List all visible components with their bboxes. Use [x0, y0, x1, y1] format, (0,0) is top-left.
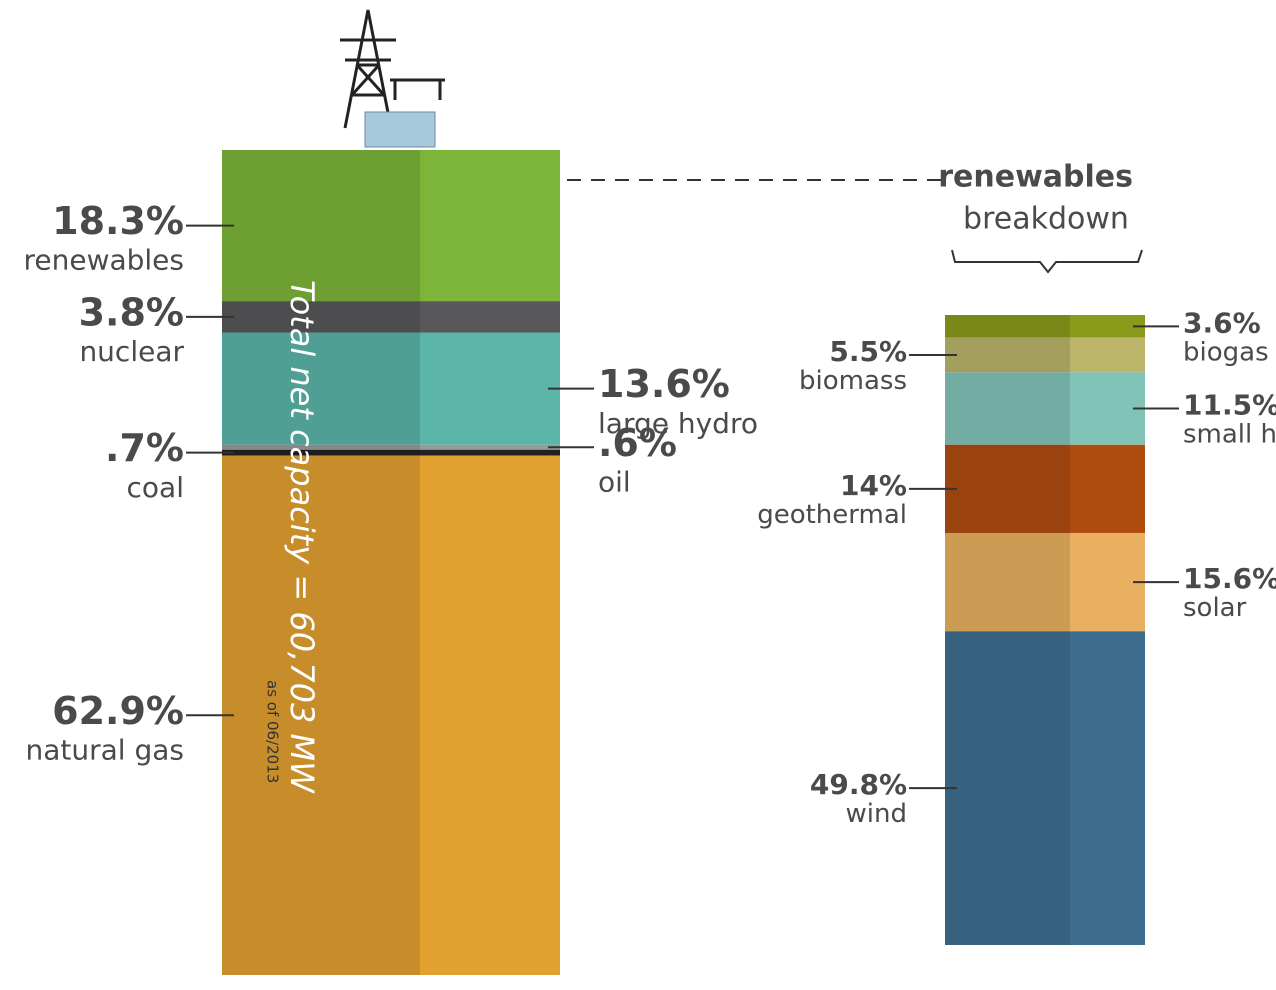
segment-side	[1070, 532, 1145, 632]
breakdown-subtitle: breakdown	[963, 202, 1129, 237]
segment-side	[420, 301, 560, 333]
segment-side	[1070, 315, 1145, 338]
value-label: 3.6%	[1183, 306, 1261, 339]
segment-front	[222, 449, 420, 456]
value-label: 11.5%	[1183, 389, 1276, 422]
value-label: 49.8%	[810, 768, 907, 801]
category-label: natural gas	[26, 733, 185, 766]
category-label: wind	[846, 799, 907, 829]
segment-side	[420, 332, 560, 445]
bracket	[951, 249, 1143, 274]
category-label: nuclear	[79, 335, 184, 368]
segment-side	[1070, 337, 1145, 373]
value-label: 3.8%	[79, 290, 184, 334]
category-label: solar	[1183, 593, 1247, 623]
segment-front	[222, 455, 420, 975]
segment-front	[945, 315, 1070, 338]
category-label: large hydro	[598, 407, 758, 440]
value-label: .6%	[598, 421, 677, 465]
segment-side	[1070, 444, 1145, 533]
segment-front	[222, 332, 420, 445]
segment-side	[420, 449, 560, 456]
value-label: 5.5%	[829, 335, 907, 368]
segment-front	[222, 444, 420, 450]
tower-icon	[340, 9, 445, 129]
segment-side	[1070, 372, 1145, 445]
segment-front	[222, 301, 420, 333]
segment-front	[222, 150, 420, 302]
value-label: .7%	[105, 426, 184, 470]
value-label: 14%	[840, 469, 907, 502]
segment-side	[420, 150, 560, 302]
segment-front	[945, 631, 1070, 945]
segment-side	[1070, 631, 1145, 945]
category-label: biomass	[799, 366, 907, 396]
category-label: geothermal	[757, 500, 907, 530]
annotation: Total net capacity = 60,703 MW	[283, 280, 321, 794]
segment-front	[945, 337, 1070, 373]
segment-side	[420, 455, 560, 975]
category-label: oil	[598, 465, 631, 498]
segment-front	[945, 372, 1070, 445]
substation-icon	[364, 111, 436, 148]
category-label: renewables	[23, 244, 184, 277]
category-label: small hydro	[1183, 420, 1276, 450]
segment-front	[945, 444, 1070, 533]
value-label: 62.9%	[52, 689, 184, 733]
segment-side	[420, 444, 560, 450]
breakdown-title: renewables	[938, 160, 1133, 195]
value-label: 18.3%	[52, 199, 184, 243]
value-label: 15.6%	[1183, 562, 1276, 595]
category-label: coal	[127, 471, 184, 504]
value-label: 13.6%	[598, 362, 730, 406]
category-label: biogas	[1183, 337, 1269, 367]
segment-front	[945, 532, 1070, 632]
note: as of 06/2013	[264, 680, 282, 783]
